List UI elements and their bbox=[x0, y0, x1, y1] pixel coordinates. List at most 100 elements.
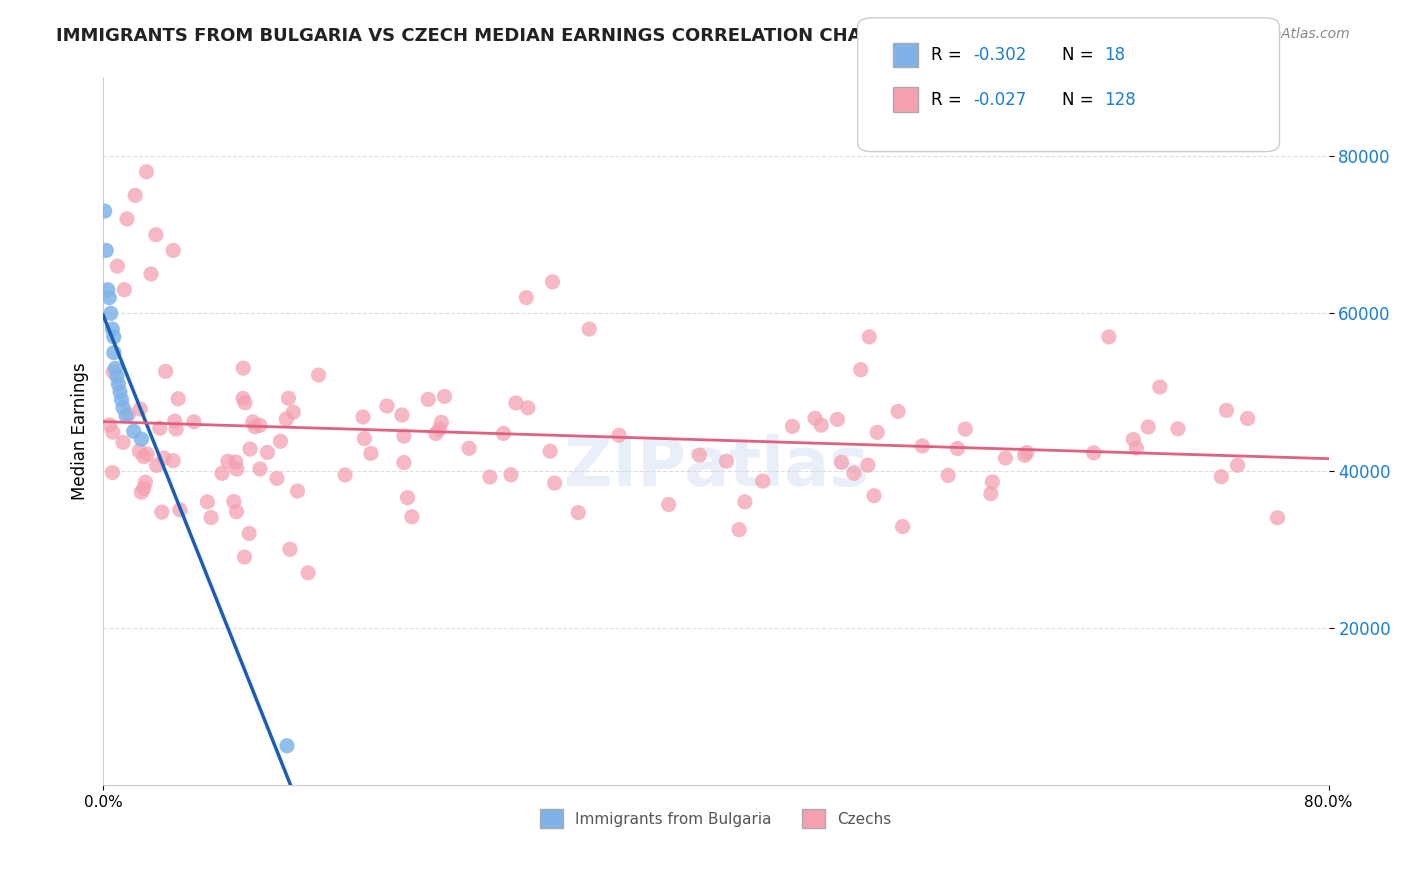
Point bbox=[139, 267, 162, 281]
Point bbox=[117, 408, 139, 422]
Point bbox=[225, 455, 247, 469]
Point bbox=[911, 439, 934, 453]
Text: R =: R = bbox=[931, 91, 967, 109]
Point bbox=[333, 467, 356, 482]
Point bbox=[1267, 510, 1289, 524]
Point bbox=[287, 483, 309, 498]
Point bbox=[297, 566, 319, 580]
Point bbox=[810, 418, 832, 433]
Point bbox=[103, 330, 125, 344]
Point bbox=[149, 421, 172, 435]
Point bbox=[150, 505, 173, 519]
Y-axis label: Median Earnings: Median Earnings bbox=[72, 362, 89, 500]
Point bbox=[93, 204, 115, 219]
Point bbox=[856, 458, 879, 472]
Point bbox=[242, 415, 264, 429]
Point bbox=[418, 392, 440, 407]
Point bbox=[233, 550, 256, 565]
Point bbox=[131, 432, 153, 446]
Point bbox=[115, 409, 138, 423]
Point bbox=[101, 322, 124, 336]
Point bbox=[1098, 330, 1121, 344]
Point bbox=[849, 362, 872, 376]
Point bbox=[145, 227, 167, 242]
Point bbox=[538, 444, 561, 458]
Point bbox=[607, 428, 630, 442]
Point bbox=[716, 454, 738, 468]
Point bbox=[516, 401, 538, 415]
Point bbox=[276, 412, 298, 426]
Point bbox=[858, 330, 880, 344]
Point bbox=[981, 475, 1004, 489]
Point bbox=[103, 345, 125, 359]
Point bbox=[96, 244, 118, 258]
Point bbox=[238, 526, 260, 541]
Point bbox=[1211, 469, 1233, 483]
Point bbox=[1226, 458, 1249, 473]
Point bbox=[167, 392, 190, 406]
Text: 128: 128 bbox=[1104, 91, 1136, 109]
Point bbox=[391, 408, 413, 422]
Point bbox=[782, 419, 804, 434]
Point bbox=[217, 454, 239, 468]
Point bbox=[165, 422, 187, 436]
Point bbox=[541, 275, 564, 289]
Point bbox=[392, 429, 415, 443]
Point bbox=[1167, 422, 1189, 436]
Point bbox=[162, 244, 184, 258]
Point bbox=[108, 384, 131, 399]
Point bbox=[891, 519, 914, 533]
Point bbox=[200, 510, 222, 524]
Point bbox=[98, 417, 121, 432]
Point bbox=[153, 451, 176, 466]
Point bbox=[107, 377, 129, 392]
Point bbox=[1083, 446, 1105, 460]
Point bbox=[233, 396, 256, 410]
Point bbox=[249, 418, 271, 433]
Point bbox=[225, 462, 247, 476]
Point bbox=[1149, 380, 1171, 394]
Point bbox=[101, 425, 124, 439]
Point bbox=[360, 446, 382, 460]
Point bbox=[98, 291, 121, 305]
Point bbox=[980, 486, 1002, 500]
Text: IMMIGRANTS FROM BULGARIA VS CZECH MEDIAN EARNINGS CORRELATION CHART: IMMIGRANTS FROM BULGARIA VS CZECH MEDIAN… bbox=[56, 27, 887, 45]
Point bbox=[128, 444, 150, 458]
Point bbox=[278, 542, 301, 557]
Point bbox=[458, 442, 481, 456]
Point bbox=[1215, 403, 1237, 417]
Point bbox=[145, 458, 167, 473]
Point bbox=[392, 456, 415, 470]
Text: R =: R = bbox=[931, 46, 967, 64]
Point bbox=[352, 409, 374, 424]
Point bbox=[1122, 433, 1144, 447]
Point bbox=[658, 498, 681, 512]
Point bbox=[122, 424, 145, 438]
Point bbox=[936, 468, 959, 483]
Point bbox=[567, 506, 589, 520]
Point bbox=[162, 453, 184, 467]
Point bbox=[955, 422, 977, 436]
Point bbox=[752, 474, 775, 488]
Legend: Immigrants from Bulgaria, Czechs: Immigrants from Bulgaria, Czechs bbox=[534, 803, 898, 834]
Point bbox=[232, 392, 254, 406]
Point bbox=[112, 283, 135, 297]
Point bbox=[1137, 420, 1160, 434]
Point bbox=[163, 414, 186, 428]
Point bbox=[1014, 448, 1036, 462]
Point bbox=[276, 739, 298, 753]
Point bbox=[129, 402, 152, 417]
Point bbox=[211, 467, 233, 481]
Point bbox=[112, 401, 135, 415]
Point bbox=[136, 447, 159, 461]
Point bbox=[401, 509, 423, 524]
Text: ZIPatlas: ZIPatlas bbox=[564, 434, 868, 500]
Point bbox=[375, 399, 398, 413]
Point bbox=[104, 361, 127, 376]
Point bbox=[243, 419, 266, 434]
Point bbox=[994, 450, 1017, 465]
Point bbox=[863, 489, 886, 503]
Point bbox=[688, 448, 710, 462]
Point bbox=[499, 467, 522, 482]
Point bbox=[195, 495, 218, 509]
